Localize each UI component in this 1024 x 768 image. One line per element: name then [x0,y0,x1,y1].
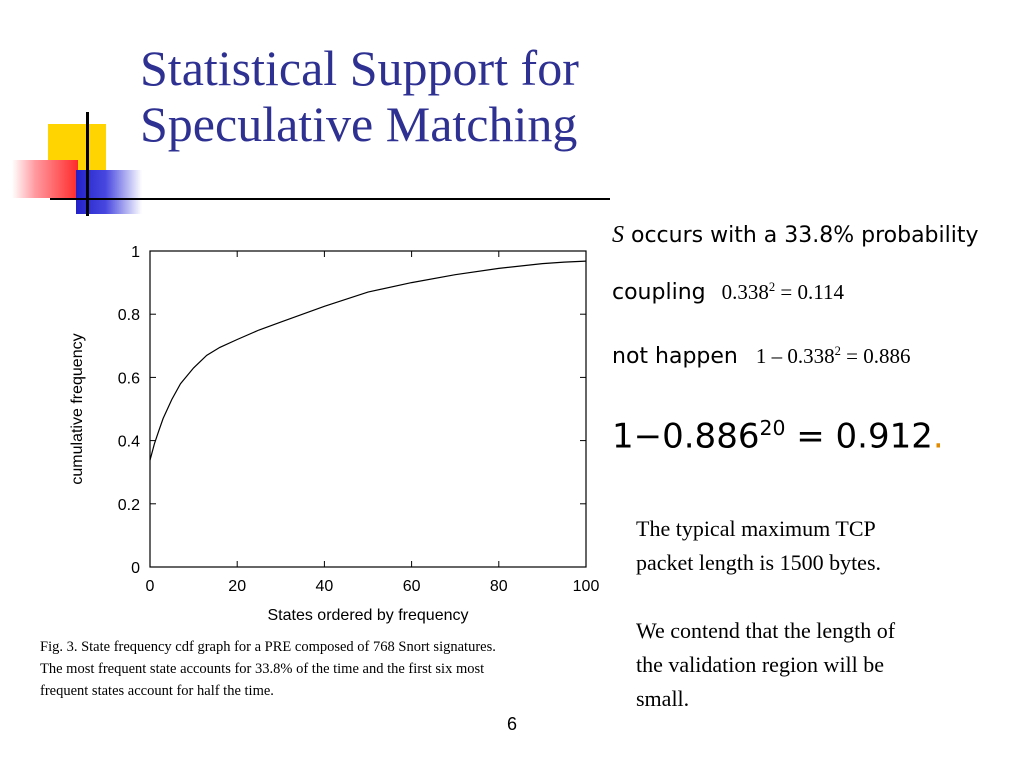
result-dot: . [932,416,944,457]
x-axis-ticks: 0 20 40 60 80 100 [146,251,600,595]
title-line-2: Speculative Matching [140,96,578,152]
formula-probability-text: occurs with a 33.8% probability [624,223,979,248]
note-line-6: small. [636,686,690,711]
caption-line-1: Fig. 3. State frequency cdf graph for a … [40,639,496,655]
caption-line-3: frequent states account for half the tim… [40,683,274,699]
coupling-label: coupling [612,280,706,305]
note-line-5: the validation region will be [636,652,885,677]
decor-vertical-line [86,112,89,216]
coupling-math: 0.3382 = 0.114 [722,280,844,304]
note-blank-line [636,580,1006,614]
y-axis-ticks: 0 0.2 0.4 0.6 0.8 1 [118,244,586,577]
x-tick-label: 60 [403,578,421,595]
tcp-note: The typical maximum TCP packet length is… [636,512,1006,716]
caption-line-2: The most frequent state accounts for 33.… [40,661,485,677]
x-tick-label: 100 [573,578,600,595]
figure-caption: Fig. 3. State frequency cdf graph for a … [40,636,640,702]
result-lhs: 1−0.886 [612,416,760,457]
not-happen-label: not happen [612,344,738,369]
y-tick-label: 0.4 [118,434,140,451]
y-tick-label: 0.8 [118,307,140,324]
coupling-rhs: = 0.114 [775,280,844,304]
x-tick-label: 40 [316,578,334,595]
plot-frame [149,250,587,568]
title-underline [50,198,610,200]
formula-result: 1−0.88620 = 0.912. [612,416,944,456]
cdf-series-line [149,260,587,461]
note-line-4: We contend that the length of [636,618,896,643]
x-tick-label: 20 [228,578,246,595]
x-tick-label: 80 [490,578,508,595]
formula-symbol-s: S [612,222,624,248]
x-tick-label: 0 [146,578,155,595]
page-number: 6 [506,714,517,734]
coupling-exponent: 2 [768,280,776,294]
y-tick-label: 0.2 [118,497,140,514]
y-tick-label: 1 [131,244,140,261]
not-happen-lhs: 1 – 0.338 [755,344,835,368]
formula-coupling: coupling 0.3382 = 0.114 [612,280,844,305]
result-rhs: = 0.912 [785,416,933,457]
not-happen-rhs: = 0.886 [840,344,911,368]
y-tick-label: 0.6 [118,370,140,387]
coupling-lhs: 0.338 [721,280,769,304]
result-exponent: 20 [759,416,786,440]
y-tick-label: 0 [131,560,140,577]
note-line-1: The typical maximum TCP [636,516,876,541]
x-axis-label: States ordered by frequency [267,607,468,624]
slide-title: Statistical Support for Speculative Matc… [140,40,579,152]
title-line-1: Statistical Support for [140,40,579,96]
formula-probability: S occurs with a 33.8% probability [612,222,979,249]
decor-red-bar [12,160,78,198]
y-axis-label: cumulative frequency [69,333,86,484]
not-happen-exponent: 2 [834,344,841,358]
not-happen-math: 1 – 0.3382 = 0.886 [756,344,911,368]
note-line-2: packet length is 1500 bytes. [636,550,882,575]
formula-not-happen: not happen 1 – 0.3382 = 0.886 [612,344,911,369]
